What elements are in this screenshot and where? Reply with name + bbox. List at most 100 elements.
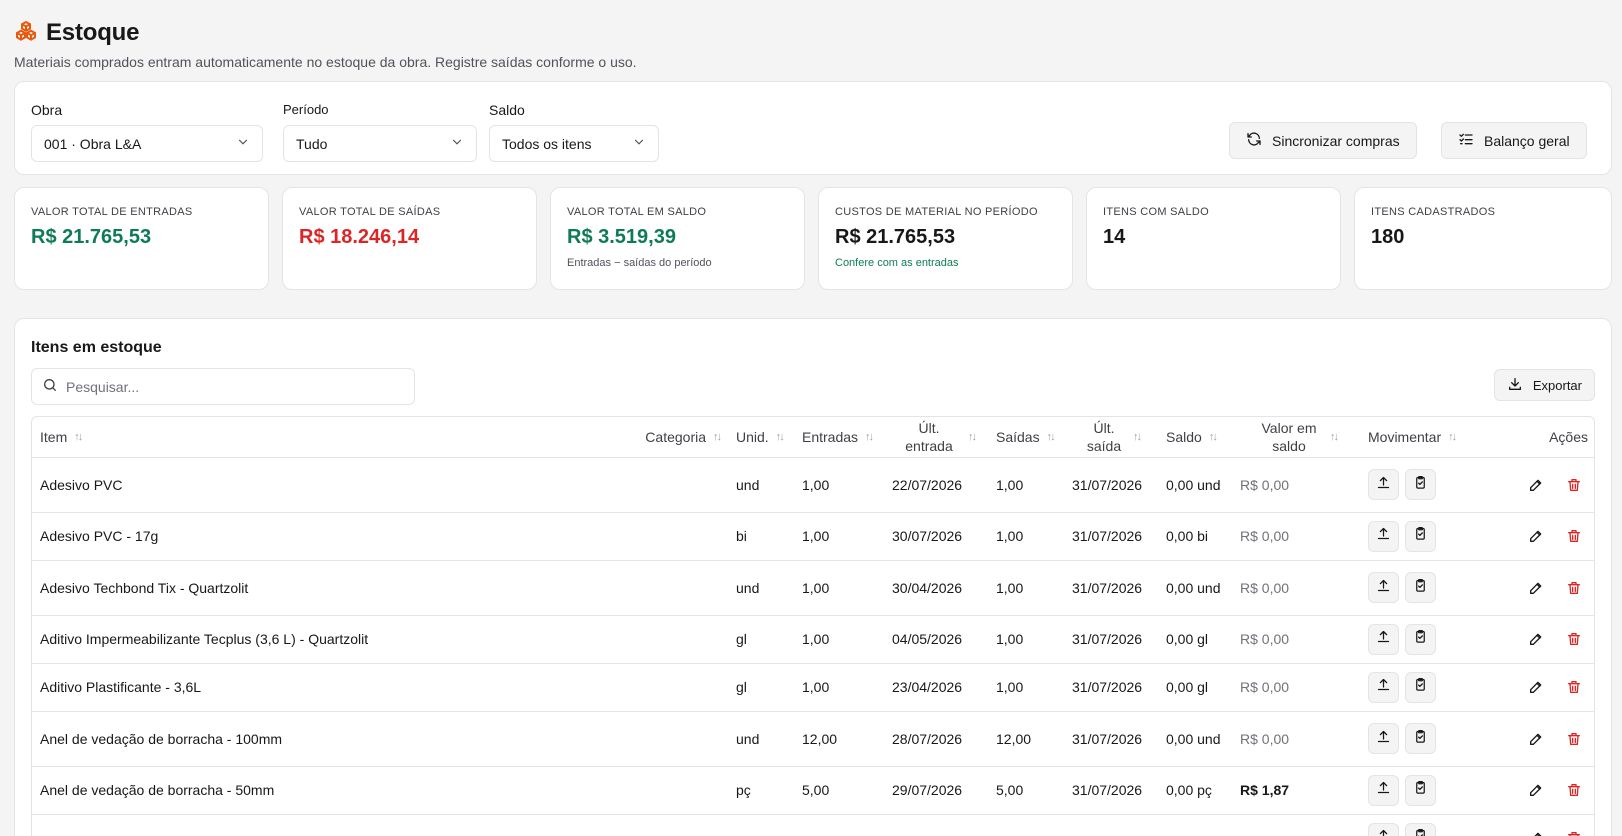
column-header-valor-saldo[interactable]: Valor em saldo ↑↓ (1232, 417, 1360, 458)
cell-acoes (1470, 814, 1594, 836)
column-header-ult-entrada[interactable]: Últ. entrada ↑↓ (884, 417, 988, 458)
filters-card: Obra 001 · Obra L&A Período Tudo Saldo T… (14, 81, 1612, 175)
register-exit-button[interactable] (1368, 623, 1399, 655)
trash-icon[interactable] (1566, 679, 1582, 695)
trash-icon[interactable] (1566, 782, 1582, 798)
cell-entradas: 1,00 (794, 457, 884, 513)
cell-acoes (1470, 615, 1594, 664)
kpi-card-items-with-balance: ITENS COM SALDO 14 (1086, 187, 1341, 290)
clipboard-check-icon (1413, 578, 1428, 598)
cell-movimentar (1360, 711, 1470, 767)
cell-unid: und (728, 711, 794, 767)
cell-unid: gl (728, 615, 794, 664)
register-exit-button[interactable] (1368, 723, 1399, 754)
movement-history-button[interactable] (1405, 520, 1436, 552)
chevron-down-icon (632, 135, 646, 152)
register-exit-button[interactable] (1368, 520, 1399, 552)
cell-entradas (794, 814, 884, 836)
cell-unid (728, 814, 794, 836)
cell-ult-saida: 31/07/2026 (1064, 663, 1158, 712)
pencil-icon[interactable] (1528, 580, 1544, 596)
clipboard-check-icon (1413, 677, 1428, 697)
pencil-icon[interactable] (1528, 782, 1544, 798)
cell-entradas: 5,00 (794, 766, 884, 815)
obra-select[interactable]: 001 · Obra L&A (31, 125, 263, 162)
clipboard-check-icon (1413, 729, 1428, 749)
cell-categoria (632, 457, 728, 513)
kpi-value: R$ 21.765,53 (31, 226, 152, 248)
column-header-movimentar[interactable]: Movimentar ↑↓ (1360, 417, 1470, 458)
periodo-filter: Período Tudo (283, 102, 477, 162)
column-header-unid[interactable]: Unid. ↑↓ (728, 417, 794, 458)
general-balance-label: Balanço geral (1484, 132, 1570, 149)
periodo-select[interactable]: Tudo (283, 125, 477, 162)
movement-history-button[interactable] (1405, 623, 1436, 655)
pencil-icon[interactable] (1528, 679, 1544, 695)
column-header-saidas[interactable]: Saídas ↑↓ (988, 417, 1064, 458)
upload-icon (1376, 526, 1391, 546)
column-header-saldo[interactable]: Saldo ↑↓ (1158, 417, 1232, 458)
column-header-item[interactable]: Item ↑↓ (32, 417, 632, 458)
column-header-entradas[interactable]: Entradas ↑↓ (794, 417, 884, 458)
cell-movimentar (1360, 615, 1470, 664)
pencil-icon[interactable] (1528, 528, 1544, 544)
register-exit-button[interactable] (1368, 774, 1399, 806)
movement-history-button[interactable] (1405, 469, 1436, 500)
cell-movimentar (1360, 560, 1470, 616)
kpi-label: ITENS COM SALDO (1103, 206, 1209, 218)
pencil-icon[interactable] (1528, 477, 1544, 493)
cell-ult-entrada: 22/07/2026 (884, 457, 988, 513)
sync-purchases-button[interactable]: Sincronizar compras (1229, 122, 1417, 159)
general-balance-button[interactable]: Balanço geral (1441, 122, 1587, 159)
sort-icon: ↑↓ (713, 430, 722, 443)
sort-icon: ↑↓ (968, 430, 977, 443)
export-button[interactable]: Exportar (1493, 369, 1595, 401)
trash-icon[interactable] (1566, 528, 1582, 544)
cell-unid: gl (728, 663, 794, 712)
column-header-categoria[interactable]: Categoria ↑↓ (632, 417, 728, 458)
kpi-row: VALOR TOTAL DE ENTRADAS R$ 21.765,53 VAL… (14, 187, 1612, 290)
table-row: Adesivo PVC und 1,00 22/07/2026 1,00 31/… (32, 457, 1594, 513)
register-exit-button[interactable] (1368, 572, 1399, 603)
pencil-icon[interactable] (1528, 631, 1544, 647)
register-exit-button[interactable] (1368, 822, 1399, 836)
table-row: Anel de vedação de borracha - 100mm und … (32, 711, 1594, 767)
cell-item: Aditivo Plastificante - 3,6L (32, 663, 632, 712)
register-exit-button[interactable] (1368, 671, 1399, 703)
upload-icon (1376, 629, 1391, 649)
saldo-select[interactable]: Todos os itens (489, 125, 659, 162)
movement-history-button[interactable] (1405, 572, 1436, 603)
table-row: Aditivo Plastificante - 3,6L gl 1,00 23/… (32, 663, 1594, 712)
trash-icon[interactable] (1566, 477, 1582, 493)
cell-valor-saldo: R$ 0,00 (1232, 512, 1360, 561)
movement-history-button[interactable] (1405, 774, 1436, 806)
movement-history-button[interactable] (1405, 822, 1436, 836)
upload-icon (1376, 578, 1391, 598)
cell-movimentar (1360, 457, 1470, 513)
cell-categoria (632, 711, 728, 767)
cell-movimentar (1360, 766, 1470, 815)
column-header-ult-saida[interactable]: Últ. saída ↑↓ (1064, 417, 1158, 458)
trash-icon[interactable] (1566, 631, 1582, 647)
cell-saldo (1158, 814, 1232, 836)
movement-history-button[interactable] (1405, 723, 1436, 754)
cell-ult-entrada: 23/04/2026 (884, 663, 988, 712)
search-input[interactable] (66, 378, 396, 395)
trash-icon[interactable] (1566, 580, 1582, 596)
pencil-icon[interactable] (1528, 731, 1544, 747)
movement-history-button[interactable] (1405, 671, 1436, 703)
cell-saldo: 0,00 pç (1158, 766, 1232, 815)
cell-saidas: 1,00 (988, 512, 1064, 561)
table-body: Adesivo PVC und 1,00 22/07/2026 1,00 31/… (32, 457, 1594, 836)
cell-categoria (632, 663, 728, 712)
cell-acoes (1470, 663, 1594, 712)
trash-icon[interactable] (1566, 731, 1582, 747)
sort-icon: ↑↓ (1448, 430, 1457, 443)
register-exit-button[interactable] (1368, 469, 1399, 500)
pencil-icon[interactable] (1528, 830, 1544, 836)
cell-saldo: 0,00 bi (1158, 512, 1232, 561)
trash-icon[interactable] (1566, 830, 1582, 836)
kpi-card-material-costs: CUSTOS DE MATERIAL NO PERÍODO R$ 21.765,… (818, 187, 1073, 290)
cell-unid: und (728, 457, 794, 513)
kpi-label: VALOR TOTAL DE ENTRADAS (31, 206, 193, 218)
